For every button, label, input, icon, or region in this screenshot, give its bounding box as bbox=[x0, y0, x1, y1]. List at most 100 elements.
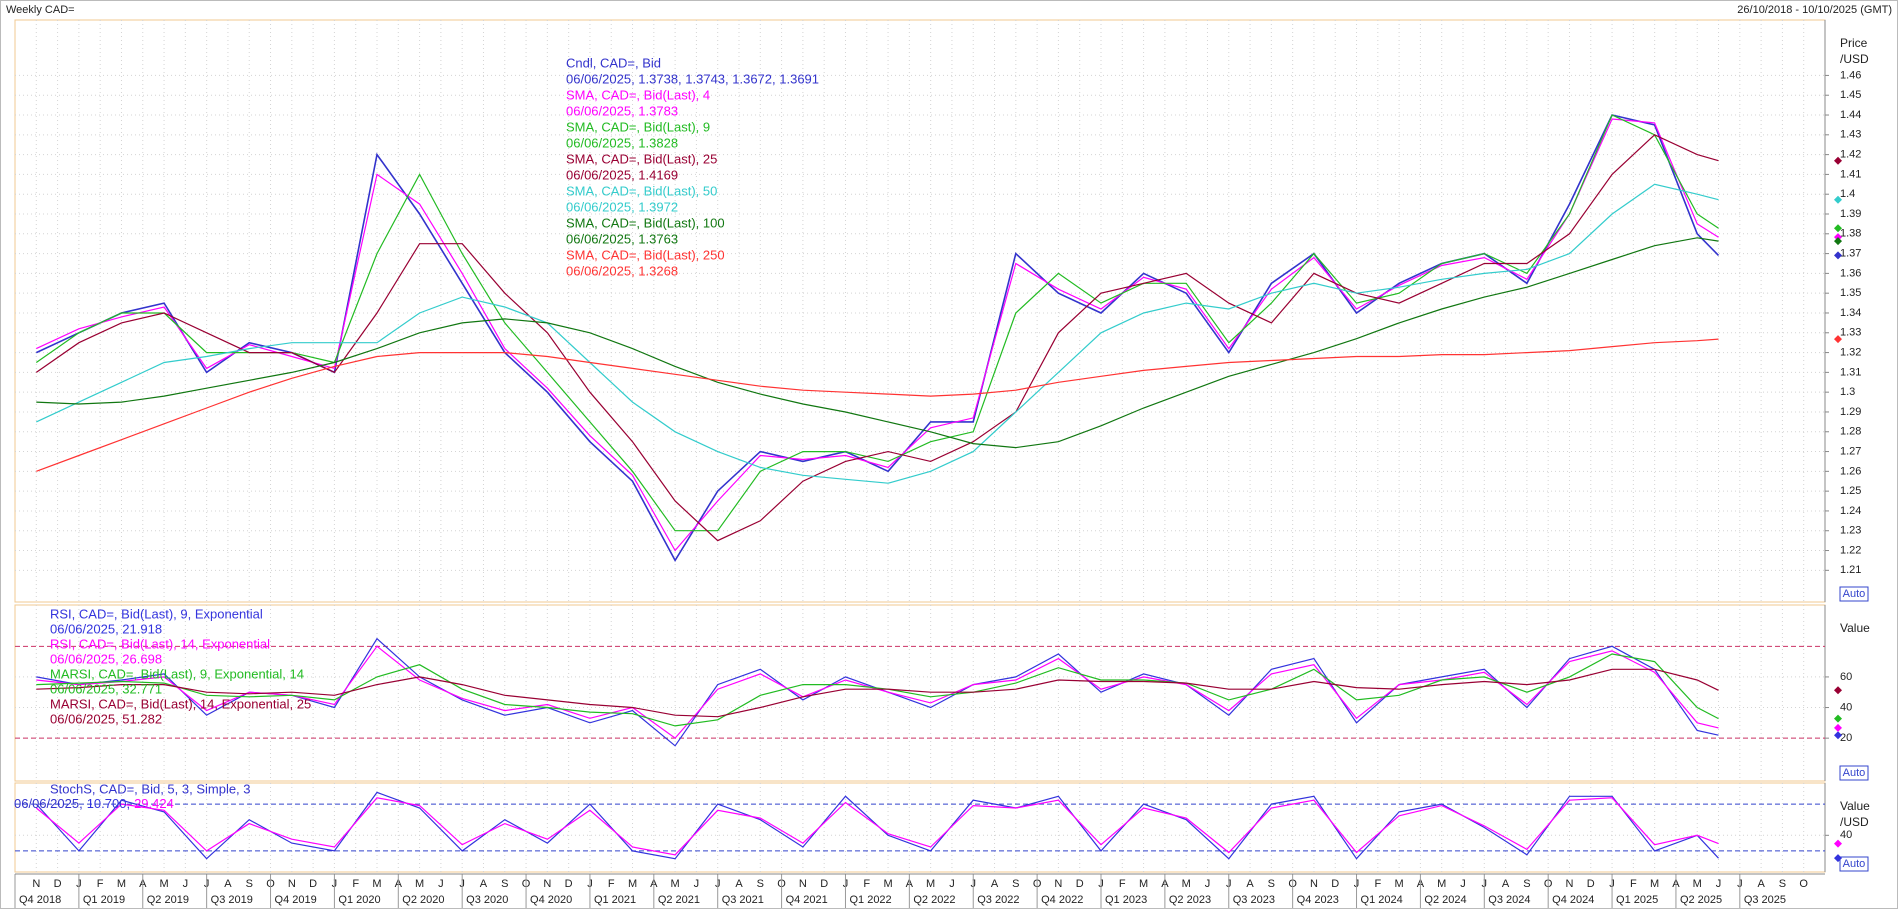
y-tick-label: 1.28 bbox=[1840, 426, 1861, 438]
y-tick-label: 1.25 bbox=[1840, 485, 1861, 497]
quarter-label: Q2 2024 bbox=[1424, 894, 1466, 906]
scale-button[interactable] bbox=[1839, 765, 1869, 781]
legend-value: 06/06/2025, 10.700, 29.424 bbox=[14, 796, 174, 811]
legend-name: SMA, CAD=, Bid(Last), 250 bbox=[566, 247, 725, 262]
y-tick-label: 60 bbox=[1840, 671, 1852, 683]
y-tick-label: 1.32 bbox=[1840, 346, 1861, 358]
x-tick-label: J bbox=[694, 878, 700, 890]
x-tick-label: M bbox=[415, 878, 424, 890]
quarter-label: Q3 2019 bbox=[211, 894, 253, 906]
y-tick-label: 1.36 bbox=[1840, 267, 1861, 279]
x-tick-label: J bbox=[949, 878, 955, 890]
x-tick-label: A bbox=[735, 878, 743, 890]
quarter-label: Q1 2025 bbox=[1616, 894, 1658, 906]
axis-unit: /USD bbox=[1840, 52, 1869, 66]
quarter-label: Q1 2019 bbox=[83, 894, 125, 906]
quarter-label: Q4 2024 bbox=[1552, 894, 1594, 906]
x-tick-label: M bbox=[883, 878, 892, 890]
y-tick-label: 1.22 bbox=[1840, 544, 1861, 556]
x-tick-label: D bbox=[1076, 878, 1084, 890]
last-value-marker bbox=[1834, 686, 1842, 695]
legend-name: RSI, CAD=, Bid(Last), 14, Exponential bbox=[50, 636, 270, 651]
panel bbox=[14, 19, 1826, 603]
x-tick-label: M bbox=[1395, 878, 1404, 890]
quarter-label: Q3 2025 bbox=[1744, 894, 1786, 906]
quarter-label: Q1 2022 bbox=[849, 894, 891, 906]
date-range: 26/10/2018 - 10/10/2025 (GMT) bbox=[1737, 4, 1892, 16]
scale-button-label: Auto bbox=[1843, 767, 1866, 779]
series-line bbox=[36, 183, 1719, 484]
axis-title: Value bbox=[1840, 621, 1870, 635]
x-tick-label: N bbox=[288, 878, 296, 890]
last-value-marker bbox=[1834, 854, 1842, 863]
x-tick-label: N bbox=[1310, 878, 1318, 890]
y-tick-label: 1.31 bbox=[1840, 366, 1861, 378]
quarter-label: Q1 2024 bbox=[1361, 894, 1403, 906]
quarter-label: Q2 2020 bbox=[402, 894, 444, 906]
y-tick-label: 40 bbox=[1840, 829, 1852, 841]
quarter-label: Q2 2021 bbox=[658, 894, 700, 906]
legend-name: SMA, CAD=, Bid(Last), 25 bbox=[566, 151, 717, 166]
x-tick-label: S bbox=[246, 878, 253, 890]
y-tick-label: 1.27 bbox=[1840, 445, 1861, 457]
x-tick-label: F bbox=[863, 878, 870, 890]
x-tick-label: M bbox=[1650, 878, 1659, 890]
legend-value: 06/06/2025, 1.3268 bbox=[566, 263, 678, 278]
legend-value: 06/06/2025, 1.3783 bbox=[566, 103, 678, 118]
last-value-marker bbox=[1834, 195, 1842, 204]
x-tick-label: M bbox=[1693, 878, 1702, 890]
x-tick-label: A bbox=[1246, 878, 1254, 890]
y-tick-label: 1.4 bbox=[1840, 188, 1855, 200]
scale-button-label: Auto bbox=[1843, 858, 1866, 870]
scale-button[interactable] bbox=[1839, 586, 1869, 602]
x-tick-label: S bbox=[1523, 878, 1530, 890]
legend-date: 06/06/2025, bbox=[14, 796, 83, 811]
x-tick-label: M bbox=[1139, 878, 1148, 890]
quarter-label: Q4 2018 bbox=[19, 894, 61, 906]
series-line bbox=[36, 668, 1719, 718]
series-line bbox=[36, 338, 1719, 472]
x-tick-label: M bbox=[372, 878, 381, 890]
x-tick-label: M bbox=[1437, 878, 1446, 890]
x-tick-label: F bbox=[97, 878, 104, 890]
last-value-marker bbox=[1834, 251, 1842, 260]
legend-value: 06/06/2025, 1.4169 bbox=[566, 167, 678, 182]
quarter-label: Q1 2020 bbox=[338, 894, 380, 906]
x-tick-label: D bbox=[1587, 878, 1595, 890]
y-tick-label: 1.3 bbox=[1840, 386, 1855, 398]
quarter-label: Q3 2024 bbox=[1488, 894, 1530, 906]
x-tick-label: M bbox=[117, 878, 126, 890]
quarter-label: Q4 2021 bbox=[786, 894, 828, 906]
x-tick-label: A bbox=[991, 878, 999, 890]
last-value-marker bbox=[1834, 335, 1842, 344]
legend-name: SMA, CAD=, Bid(Last), 9 bbox=[566, 119, 710, 134]
quarter-label: Q4 2020 bbox=[530, 894, 572, 906]
x-tick-label: N bbox=[1054, 878, 1062, 890]
series-line bbox=[36, 237, 1719, 449]
x-tick-label: S bbox=[501, 878, 508, 890]
x-tick-label: N bbox=[799, 878, 807, 890]
x-tick-label: S bbox=[1779, 878, 1786, 890]
x-tick-label: D bbox=[1331, 878, 1339, 890]
legend-value: 06/06/2025, 1.3828 bbox=[566, 135, 678, 150]
scale-button[interactable] bbox=[1839, 856, 1869, 872]
y-tick-label: 40 bbox=[1840, 701, 1852, 713]
x-tick-label: N bbox=[1565, 878, 1573, 890]
quarter-label: Q3 2023 bbox=[1233, 894, 1275, 906]
legend-value: 06/06/2025, 1.3738, 1.3743, 1.3672, 1.36… bbox=[566, 71, 819, 86]
x-tick-label: M bbox=[926, 878, 935, 890]
legend-name: MARSI, CAD=, Bid(Last), 9, Exponential, … bbox=[50, 666, 304, 681]
y-tick-label: 1.39 bbox=[1840, 208, 1861, 220]
quarter-label: Q4 2023 bbox=[1297, 894, 1339, 906]
y-tick-label: 1.26 bbox=[1840, 465, 1861, 477]
legend-name: SMA, CAD=, Bid(Last), 50 bbox=[566, 183, 717, 198]
x-tick-label: N bbox=[543, 878, 551, 890]
last-value-marker bbox=[1834, 731, 1842, 740]
x-tick-label: M bbox=[159, 878, 168, 890]
last-value-marker bbox=[1834, 839, 1842, 848]
window-title: Weekly CAD= bbox=[6, 4, 75, 16]
x-tick-label: J bbox=[1460, 878, 1466, 890]
quarter-label: Q2 2023 bbox=[1169, 894, 1211, 906]
last-value-marker bbox=[1834, 156, 1842, 165]
